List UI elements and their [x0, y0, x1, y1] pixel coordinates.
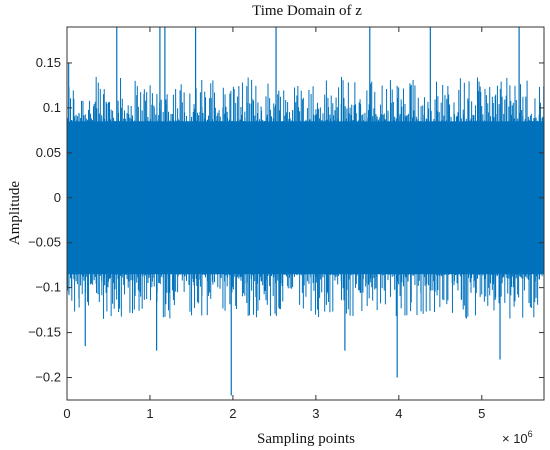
y-tick-label: 0 — [54, 190, 61, 205]
y-tick-label: 0.05 — [36, 145, 61, 160]
x-axis-multiplier-base: × 10 — [502, 431, 528, 446]
x-tick-label: 4 — [395, 406, 402, 421]
x-tick-label: 1 — [146, 406, 153, 421]
x-axis-multiplier-exponent: 6 — [528, 429, 533, 439]
y-axis-label: Amplitude — [7, 181, 23, 246]
x-axis-ticks: 0 1 2 3 4 5 — [63, 27, 485, 421]
x-tick-label: 5 — [478, 406, 485, 421]
plot-area — [67, 27, 545, 396]
x-axis-label: Sampling points — [257, 431, 355, 447]
x-tick-label: 3 — [312, 406, 319, 421]
y-tick-label: 0.1 — [43, 100, 61, 115]
y-tick-label: −0.1 — [35, 280, 61, 295]
y-tick-label: 0.15 — [36, 55, 61, 70]
x-tick-label: 2 — [229, 406, 236, 421]
y-axis-ticks: 0.15 0.1 0.05 0 −0.05 −0.1 −0.15 −0.2 — [28, 55, 544, 385]
y-tick-label: −0.2 — [35, 370, 61, 385]
x-axis-multiplier: × 106 — [502, 429, 533, 446]
y-tick-label: −0.05 — [28, 235, 61, 250]
plot-frame — [66, 26, 545, 401]
x-tick-label: 0 — [63, 406, 70, 421]
y-tick-label: −0.15 — [28, 325, 61, 340]
chart-title: Time Domain of z — [252, 3, 362, 19]
